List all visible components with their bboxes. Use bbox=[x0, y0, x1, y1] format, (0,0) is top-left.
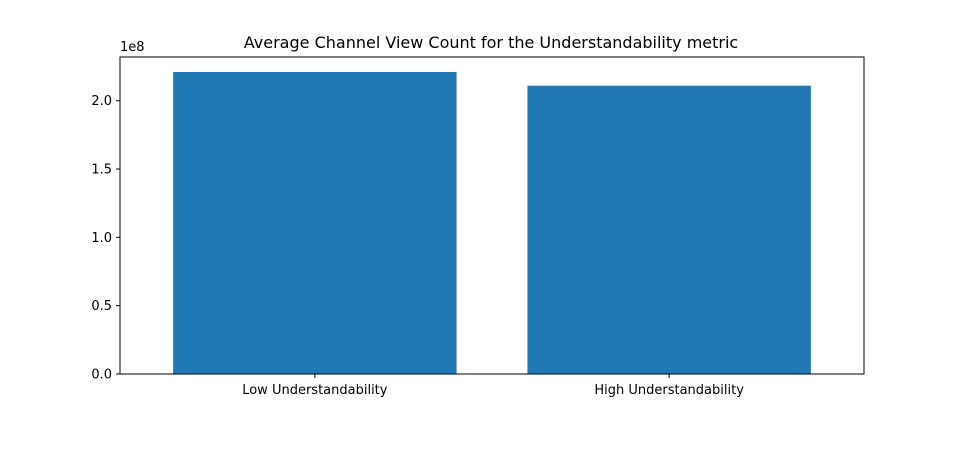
y-axis-offset-label: 1e8 bbox=[120, 40, 145, 55]
y-tick-label: 0.0 bbox=[91, 368, 112, 383]
bar-high-understandability bbox=[527, 85, 811, 374]
chart-title: Average Channel View Count for the Under… bbox=[244, 33, 738, 52]
plot-frame bbox=[119, 56, 865, 375]
y-tick-label: 1.0 bbox=[91, 231, 112, 246]
y-tick-label: 2.0 bbox=[91, 94, 112, 109]
y-axis: 0.0 0.5 1.0 1.5 2.0 bbox=[91, 94, 120, 383]
x-tick-label: High Understandability bbox=[594, 383, 744, 398]
bar-low-understandability bbox=[173, 72, 457, 374]
y-tick-label: 0.5 bbox=[91, 299, 112, 314]
y-tick-label: 1.5 bbox=[91, 163, 112, 178]
bars-layer bbox=[173, 72, 811, 374]
x-axis: Low Understandability High Understandabil… bbox=[242, 374, 744, 398]
x-tick-label: Low Understandability bbox=[242, 383, 388, 398]
